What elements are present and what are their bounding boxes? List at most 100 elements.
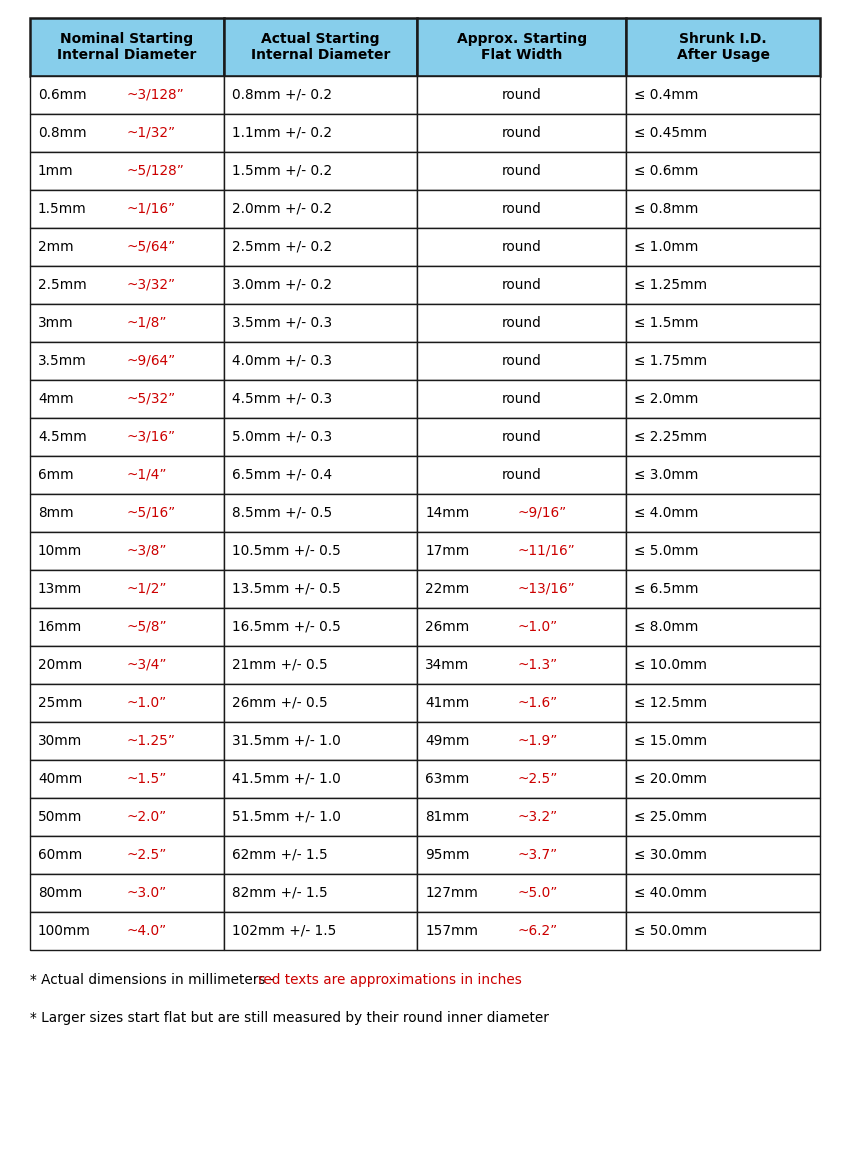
Bar (30, 152, 224, 190)
Bar (626, 304, 820, 342)
Bar (30, 570, 224, 608)
Text: red texts are approximations in inches: red texts are approximations in inches (258, 973, 521, 987)
Bar (224, 114, 417, 152)
Text: ~9/64”: ~9/64” (127, 354, 176, 368)
Text: ≤ 25.0mm: ≤ 25.0mm (634, 810, 707, 825)
Text: round: round (502, 240, 541, 254)
Text: ≤ 0.6mm: ≤ 0.6mm (634, 164, 699, 178)
Bar (224, 798, 417, 836)
Text: ~3.0”: ~3.0” (127, 886, 167, 900)
Text: ~1/2”: ~1/2” (127, 582, 167, 596)
Bar (417, 912, 626, 950)
Text: 3.5mm: 3.5mm (38, 354, 87, 368)
Bar (30, 494, 224, 532)
Text: 22mm: 22mm (425, 582, 469, 596)
Bar (30, 798, 224, 836)
Bar (626, 798, 820, 836)
Text: ~3/16”: ~3/16” (127, 430, 176, 444)
Bar (417, 532, 626, 570)
Text: round: round (502, 316, 541, 330)
Text: Actual Starting
Internal Diameter: Actual Starting Internal Diameter (251, 32, 390, 62)
Text: 20mm: 20mm (38, 658, 82, 672)
Text: 5.0mm +/- 0.3: 5.0mm +/- 0.3 (231, 430, 332, 444)
Text: ~1/4”: ~1/4” (127, 468, 167, 482)
Bar (30, 76, 224, 114)
Bar (626, 722, 820, 760)
Text: ~13/16”: ~13/16” (518, 582, 575, 596)
Text: ~9/16”: ~9/16” (518, 506, 567, 520)
Text: ~1.5”: ~1.5” (127, 772, 167, 785)
Bar (417, 608, 626, 646)
Bar (626, 646, 820, 684)
Bar (224, 190, 417, 228)
Text: 0.8mm +/- 0.2: 0.8mm +/- 0.2 (231, 89, 332, 102)
Text: ~1/16”: ~1/16” (127, 202, 176, 216)
Bar (417, 874, 626, 912)
Text: ~1.9”: ~1.9” (518, 734, 558, 748)
Text: 127mm: 127mm (425, 886, 478, 900)
Text: * Larger sizes start flat but are still measured by their round inner diameter: * Larger sizes start flat but are still … (30, 1011, 549, 1025)
Text: 0.6mm: 0.6mm (38, 89, 87, 102)
Text: 41.5mm +/- 1.0: 41.5mm +/- 1.0 (231, 772, 340, 785)
Bar (626, 266, 820, 304)
Bar (626, 152, 820, 190)
Text: ≤ 5.0mm: ≤ 5.0mm (634, 544, 699, 558)
Text: 63mm: 63mm (425, 772, 469, 785)
Text: ~4.0”: ~4.0” (127, 923, 167, 938)
Text: 2.5mm: 2.5mm (38, 278, 87, 292)
Bar (417, 152, 626, 190)
Text: 2.5mm +/- 0.2: 2.5mm +/- 0.2 (231, 240, 332, 254)
Bar (224, 646, 417, 684)
Bar (30, 836, 224, 874)
Bar (30, 532, 224, 570)
Text: 100mm: 100mm (38, 923, 91, 938)
Bar (626, 760, 820, 798)
Text: ≤ 50.0mm: ≤ 50.0mm (634, 923, 707, 938)
Bar (30, 457, 224, 494)
Text: Approx. Starting
Flat Width: Approx. Starting Flat Width (456, 32, 586, 62)
Bar (224, 494, 417, 532)
Text: 41mm: 41mm (425, 696, 469, 710)
Text: ≤ 20.0mm: ≤ 20.0mm (634, 772, 707, 785)
Text: 1mm: 1mm (38, 164, 74, 178)
Bar (224, 532, 417, 570)
Text: ≤ 40.0mm: ≤ 40.0mm (634, 886, 707, 900)
Text: ~3.7”: ~3.7” (518, 848, 558, 862)
Bar (417, 114, 626, 152)
Text: 0.8mm: 0.8mm (38, 126, 87, 140)
Text: 60mm: 60mm (38, 848, 82, 862)
Bar (626, 684, 820, 722)
Text: round: round (502, 430, 541, 444)
Bar (224, 684, 417, 722)
Bar (30, 874, 224, 912)
Text: 1.5mm: 1.5mm (38, 202, 87, 216)
Bar (626, 228, 820, 266)
Bar (417, 380, 626, 417)
Bar (30, 114, 224, 152)
Text: ~1.25”: ~1.25” (127, 734, 176, 748)
Text: 10mm: 10mm (38, 544, 82, 558)
Bar (626, 380, 820, 417)
Text: 82mm +/- 1.5: 82mm +/- 1.5 (231, 886, 327, 900)
Text: ~5/32”: ~5/32” (127, 392, 176, 406)
Text: 10.5mm +/- 0.5: 10.5mm +/- 0.5 (231, 544, 340, 558)
Bar (224, 342, 417, 380)
Text: 2mm: 2mm (38, 240, 74, 254)
Text: 40mm: 40mm (38, 772, 82, 785)
Bar (417, 646, 626, 684)
Text: 8.5mm +/- 0.5: 8.5mm +/- 0.5 (231, 506, 332, 520)
Text: ≤ 15.0mm: ≤ 15.0mm (634, 734, 707, 748)
Text: round: round (502, 126, 541, 140)
Text: 34mm: 34mm (425, 658, 469, 672)
Text: ~2.0”: ~2.0” (127, 810, 167, 825)
Text: ~5/8”: ~5/8” (127, 620, 167, 634)
Text: 21mm +/- 0.5: 21mm +/- 0.5 (231, 658, 327, 672)
Text: 8mm: 8mm (38, 506, 74, 520)
Text: round: round (502, 164, 541, 178)
Bar (417, 798, 626, 836)
Bar (224, 760, 417, 798)
Text: ~6.2”: ~6.2” (518, 923, 558, 938)
Text: 1.5mm +/- 0.2: 1.5mm +/- 0.2 (231, 164, 332, 178)
Bar (224, 457, 417, 494)
Text: ≤ 2.25mm: ≤ 2.25mm (634, 430, 707, 444)
